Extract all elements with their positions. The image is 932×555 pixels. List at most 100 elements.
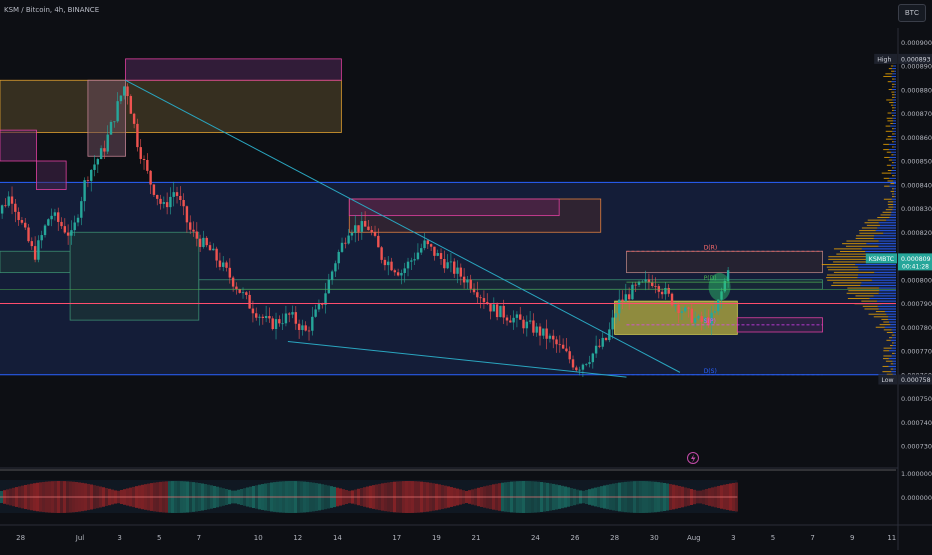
candle-body <box>334 263 337 272</box>
candle-body <box>37 240 40 260</box>
vp-bar-down <box>888 68 893 70</box>
vp-bar-down <box>859 230 876 232</box>
candle-body <box>436 253 439 256</box>
vp-bar-down <box>884 185 890 187</box>
vp-bar-up <box>889 217 896 219</box>
lightning-circle <box>687 452 699 464</box>
candle-body <box>726 270 730 281</box>
candle-body <box>192 229 195 232</box>
vp-bar-up <box>894 334 896 336</box>
candle-body <box>581 364 585 370</box>
vp-bar-down <box>890 190 895 192</box>
candle-body <box>373 232 377 236</box>
vp-bar-down <box>892 133 895 135</box>
candle-body <box>660 291 664 295</box>
vp-bar-up <box>884 311 896 313</box>
vp-bar-down <box>890 363 894 365</box>
candle-body <box>50 215 53 220</box>
candle-body <box>162 202 166 204</box>
vp-bar-up <box>879 290 896 292</box>
last-price-label-value: 0.000809 <box>901 256 931 263</box>
vp-bar-up <box>893 201 896 203</box>
vp-bar-down <box>855 237 874 239</box>
candle-body <box>413 259 416 261</box>
vp-bar-up <box>878 308 896 310</box>
vp-bar-up <box>888 316 896 318</box>
candle-body <box>7 196 10 206</box>
candle-body <box>123 86 126 96</box>
vp-bar-up <box>891 211 896 213</box>
vp-bar-up <box>890 125 896 127</box>
vp-bar-down <box>883 198 892 200</box>
vp-bar-up <box>893 342 896 344</box>
candle-body <box>126 86 129 97</box>
vp-bar-down <box>892 342 894 344</box>
vp-bar-down <box>862 305 878 307</box>
candle-body <box>113 121 116 123</box>
candle-body <box>654 285 657 287</box>
vp-bar-down <box>883 75 892 77</box>
vp-bar-up <box>893 206 896 208</box>
time-tick-label: 7 <box>197 534 201 542</box>
vp-bar-down <box>886 151 891 153</box>
candle-body <box>525 321 529 329</box>
time-tick-label: Aug <box>687 534 701 542</box>
time-tick-label: 28 <box>610 534 619 542</box>
candle-body <box>357 225 360 232</box>
candle-body <box>314 309 317 317</box>
candle-body <box>637 281 641 285</box>
candle-body <box>215 248 218 261</box>
candle-body <box>426 240 430 245</box>
vp-bar-up <box>892 117 896 119</box>
vp-bar-down <box>873 316 889 318</box>
vp-bar-up <box>891 371 896 373</box>
candle-body <box>53 212 57 216</box>
vp-bar-up <box>894 196 896 198</box>
candle-body <box>406 261 410 269</box>
candle-body <box>264 316 268 319</box>
candle-body <box>495 304 499 318</box>
price-tick-label: 0.000840 <box>901 181 932 189</box>
price-axis-bg <box>898 0 932 550</box>
vp-bar-down <box>887 201 894 203</box>
vp-bar-up <box>894 133 896 135</box>
candle-body <box>255 313 258 318</box>
vp-bar-up <box>891 170 896 171</box>
candle-body <box>515 314 519 318</box>
vp-bar-down <box>892 167 894 169</box>
price-tick-label: 0.000850 <box>901 158 932 166</box>
candle-body <box>512 317 515 323</box>
demand-zone-yellow <box>614 300 738 335</box>
candle-body <box>271 318 274 330</box>
candle-body <box>284 313 288 324</box>
candle-body <box>396 272 400 276</box>
currency-button[interactable]: BTC <box>898 4 926 22</box>
vp-bar-down <box>887 203 894 205</box>
candle-body <box>70 230 73 236</box>
candle-body <box>505 317 509 321</box>
candle-body <box>614 313 618 318</box>
candle-body <box>588 362 591 364</box>
vp-bar-up <box>883 232 896 234</box>
time-axis[interactable]: 28 Jul 3 5 7 10 12 14 17 19 21 24 26 28 30 Aug 3 5 7 9 11 <box>0 524 932 542</box>
vp-bar-down <box>833 248 862 250</box>
vp-bar-down <box>848 290 880 292</box>
candle-body <box>674 304 677 306</box>
vp-bar-up <box>891 329 896 331</box>
vp-bar-up <box>891 81 896 83</box>
vp-bar-up <box>894 70 896 72</box>
candle-body <box>96 159 100 165</box>
vp-bar-up <box>891 198 896 200</box>
candle-body <box>93 164 96 170</box>
vp-bar-down <box>883 329 892 331</box>
last-price-label-tag: KSMBTC <box>869 256 894 263</box>
vp-bar-up <box>889 350 896 352</box>
vp-bar-down <box>889 102 894 104</box>
candle-body <box>453 261 456 274</box>
candle-body <box>24 222 27 228</box>
vp-bar-down <box>892 352 895 354</box>
price-axis[interactable]: 0.000900 0.000890 0.000880 0.000870 0.000860… <box>897 0 932 550</box>
vp-bar-down <box>828 256 873 258</box>
